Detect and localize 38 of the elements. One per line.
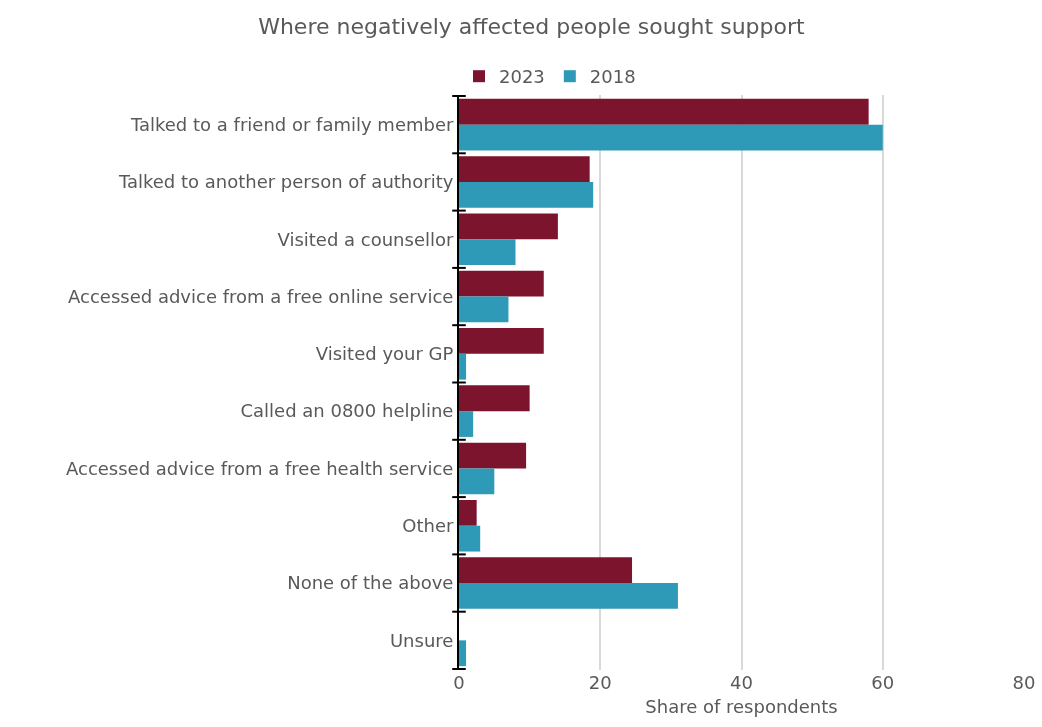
bar — [459, 442, 527, 469]
bar — [459, 124, 883, 151]
y-tick-label: Unsure — [389, 629, 454, 651]
bar — [459, 557, 633, 584]
x-tick-label: 0 — [453, 672, 465, 693]
y-tick-label: Visited your GP — [315, 343, 454, 365]
bar — [459, 213, 558, 240]
y-tick-label: Accessed advice from a free health service — [65, 457, 454, 479]
bar — [459, 328, 544, 354]
x-tick-label: 40 — [730, 672, 753, 693]
bar — [459, 468, 495, 495]
x-tick-label: 60 — [871, 672, 895, 693]
x-tick-label: 80 — [1012, 672, 1036, 693]
legend-label: 2018 — [589, 66, 636, 88]
bar — [459, 270, 544, 297]
x-tick-label: 20 — [588, 672, 612, 693]
x-axis-title: Share of respondents — [645, 696, 838, 718]
y-tick-label: Talked to another person of authority — [117, 171, 454, 193]
legend-label: 2023 — [499, 66, 545, 88]
bar — [459, 296, 509, 323]
bar — [459, 640, 467, 667]
y-tick-label: None of the above — [287, 572, 454, 594]
bar — [459, 499, 477, 526]
bar — [459, 181, 594, 208]
chart-title: Where negatively affected people sought support — [258, 13, 806, 39]
y-tick-label: Other — [402, 515, 454, 537]
bar — [459, 239, 516, 266]
bar — [459, 525, 481, 552]
y-tick-label: Visited a counsellor — [277, 228, 454, 250]
bar — [459, 353, 467, 380]
bar — [459, 583, 678, 609]
y-tick-label: Accessed advice from a free online service — [68, 285, 454, 307]
y-tick-label: Talked to a friend or family member — [129, 113, 454, 135]
bar — [459, 385, 530, 412]
y-tick-label: Called an 0800 helpline — [240, 400, 454, 422]
bar — [459, 411, 474, 437]
bar — [459, 98, 869, 125]
bar — [459, 156, 590, 182]
